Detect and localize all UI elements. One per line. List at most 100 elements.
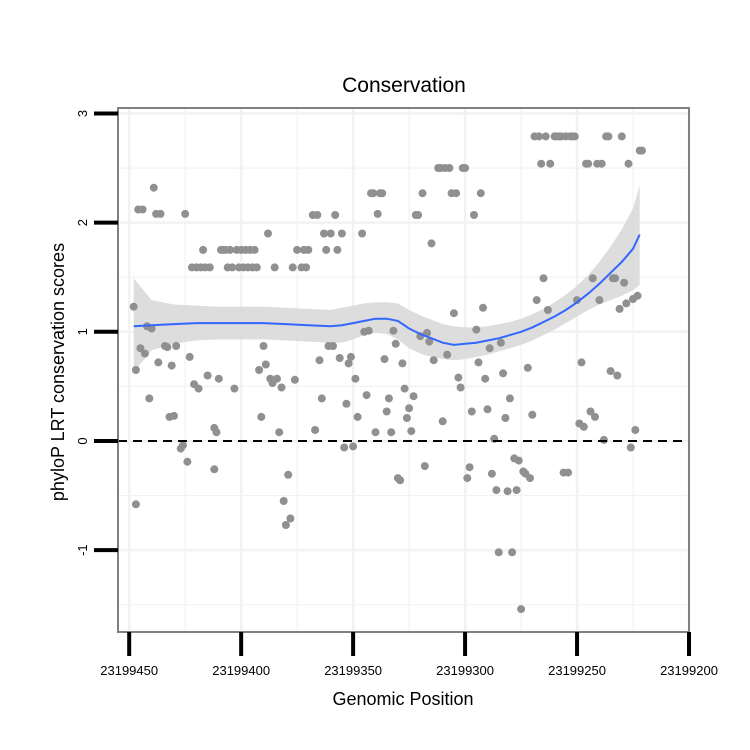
data-point <box>293 245 302 254</box>
data-point <box>226 245 234 254</box>
plot-panel-border <box>117 107 690 633</box>
data-point <box>384 394 393 403</box>
data-point <box>382 407 391 416</box>
data-point <box>329 342 337 350</box>
data-point <box>333 245 342 254</box>
data-point <box>409 392 418 401</box>
data-point <box>564 468 573 477</box>
data-point <box>443 350 452 359</box>
chart-title: Conservation <box>342 74 466 97</box>
data-point <box>275 428 284 437</box>
data-point <box>584 159 593 168</box>
data-point <box>626 443 635 452</box>
data-point <box>496 338 505 347</box>
data-point <box>252 263 261 272</box>
data-point <box>535 132 543 141</box>
data-point <box>624 159 633 168</box>
data-point <box>230 384 239 393</box>
data-point <box>136 344 145 353</box>
data-point <box>131 366 140 374</box>
x-tick-label: 23199200 <box>660 663 718 678</box>
data-point <box>517 605 526 614</box>
data-point <box>494 548 503 557</box>
y-tick-label: 1 <box>75 328 90 335</box>
data-point <box>463 474 472 483</box>
data-point <box>147 324 156 333</box>
data-point <box>210 465 219 474</box>
data-point <box>140 349 149 358</box>
data-point <box>270 263 279 272</box>
data-point <box>342 399 351 408</box>
data-point <box>284 470 293 479</box>
data-point <box>512 486 521 495</box>
data-point <box>405 404 414 413</box>
data-point <box>199 245 208 254</box>
data-point <box>389 326 398 335</box>
x-tick-label: 23199350 <box>324 663 382 678</box>
data-point <box>537 159 546 168</box>
data-point <box>261 360 270 369</box>
data-point <box>467 407 476 416</box>
grid-lines <box>118 108 691 632</box>
data-point <box>259 342 268 350</box>
y-tick-label: 2 <box>75 219 90 226</box>
data-point <box>492 486 501 495</box>
data-point <box>613 371 622 380</box>
data-point <box>373 209 382 218</box>
data-point <box>149 183 158 192</box>
data-point <box>420 462 429 471</box>
data-point <box>400 384 409 393</box>
data-point <box>499 369 508 378</box>
x-tick-label: 23199400 <box>212 663 270 678</box>
data-point <box>279 497 288 505</box>
data-point <box>311 426 320 434</box>
data-point <box>346 352 355 361</box>
data-point <box>523 363 532 372</box>
data-point <box>172 342 181 350</box>
data-point <box>638 146 646 155</box>
data-point <box>586 407 595 416</box>
data-point <box>154 358 163 367</box>
data-points <box>129 132 646 614</box>
data-point <box>577 358 586 367</box>
data-point <box>358 229 367 238</box>
data-point <box>212 428 221 437</box>
data-point <box>302 263 311 272</box>
data-point <box>129 302 138 311</box>
data-point <box>181 209 190 218</box>
data-point <box>573 296 581 305</box>
data-point <box>414 211 423 219</box>
data-point <box>604 132 613 141</box>
data-point <box>505 394 514 403</box>
x-tick-label: 23199300 <box>436 663 494 678</box>
data-point <box>597 159 606 168</box>
data-point <box>194 384 203 393</box>
x-tick-label: 23199250 <box>548 663 606 678</box>
data-point <box>264 229 272 238</box>
data-point <box>479 303 487 312</box>
data-point <box>449 309 458 318</box>
data-point <box>257 412 266 421</box>
data-point <box>322 245 331 254</box>
data-point <box>380 355 389 364</box>
data-point <box>131 500 140 509</box>
data-point <box>315 356 324 365</box>
data-point <box>250 245 259 254</box>
data-point <box>402 414 411 422</box>
data-point <box>611 274 620 283</box>
data-point <box>514 456 523 465</box>
data-point <box>178 441 187 450</box>
data-point <box>483 405 492 414</box>
data-point <box>331 211 340 219</box>
data-point <box>337 229 346 238</box>
data-point <box>163 343 172 352</box>
data-point <box>351 374 360 383</box>
data-point <box>599 435 608 444</box>
data-point <box>541 132 550 141</box>
data-point <box>472 325 481 334</box>
data-point <box>290 375 299 384</box>
data-point <box>452 189 461 198</box>
data-point <box>470 211 478 219</box>
